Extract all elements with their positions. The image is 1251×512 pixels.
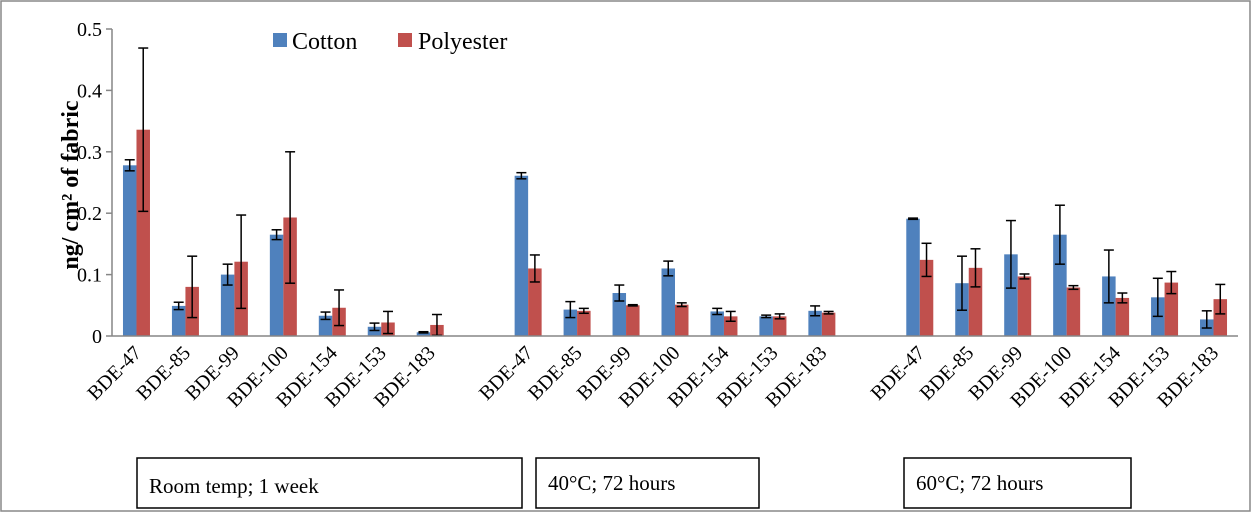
bar-polyester	[1164, 282, 1179, 336]
group-label-box	[903, 457, 1132, 509]
group-label: 40°C; 72 hours	[548, 471, 675, 495]
bar-cotton	[416, 332, 431, 336]
legend-label-cotton: Cotton	[292, 29, 357, 55]
bar-cotton	[612, 293, 627, 336]
y-tick-label: 0.3	[77, 142, 102, 164]
bar-cotton	[1053, 234, 1067, 336]
bar-cotton	[318, 315, 333, 336]
y-axis: 0 0.1 0.2 0.3 0.4 0.5	[77, 19, 113, 348]
error-bars-layer	[124, 47, 1226, 337]
bar-polyester	[968, 267, 983, 336]
bars-layer	[122, 129, 1228, 336]
bar-cotton	[269, 234, 284, 336]
group-label: Room temp; 1 week	[149, 474, 319, 498]
bar-cotton	[122, 165, 137, 336]
bar-cotton	[563, 309, 578, 336]
group-labels: Room temp; 1 week 40°C; 72 hours 60°C; 72 …	[136, 457, 1132, 509]
bar-polyester	[1213, 299, 1228, 336]
bar-cotton	[906, 218, 920, 336]
legend-swatch-cotton	[273, 33, 287, 47]
bar-cotton	[759, 316, 773, 336]
bar-polyester	[626, 305, 640, 336]
y-tick-label: 0	[92, 326, 102, 348]
bar-cotton	[514, 175, 529, 336]
y-tick-label: 0.4	[77, 80, 102, 102]
bar-cotton	[171, 305, 186, 336]
bar-polyester	[528, 268, 542, 336]
bar-cotton	[1102, 276, 1116, 336]
group-label: 60°C; 72 hours	[916, 471, 1043, 495]
legend-label-polyester: Polyester	[418, 29, 507, 55]
bar-polyester	[577, 310, 591, 336]
y-axis-label: ng/ cm² of fabric	[58, 100, 84, 270]
bar-polyester	[919, 259, 934, 336]
bar-polyester	[821, 312, 836, 336]
group-label-box	[535, 457, 760, 509]
bar-cotton	[710, 311, 724, 336]
y-tick-label: 0.1	[77, 265, 102, 287]
bar-polyester	[1066, 287, 1081, 336]
bar-polyester	[675, 304, 689, 336]
bar-polyester	[772, 316, 787, 336]
bar-cotton	[367, 326, 382, 336]
bar-cotton	[220, 274, 235, 336]
legend: Cotton Polyester	[273, 29, 507, 55]
y-tick-label: 0.2	[77, 203, 102, 225]
bar-polyester	[1115, 297, 1130, 336]
legend-swatch-polyester	[398, 33, 412, 47]
bar-cotton	[808, 310, 822, 336]
bar-cotton	[661, 268, 675, 336]
bar-cotton	[1004, 254, 1018, 336]
bar-polyester	[136, 129, 150, 336]
bar-polyester	[1017, 276, 1032, 336]
group-label-box	[136, 457, 523, 509]
y-tick-label: 0.5	[77, 19, 102, 41]
